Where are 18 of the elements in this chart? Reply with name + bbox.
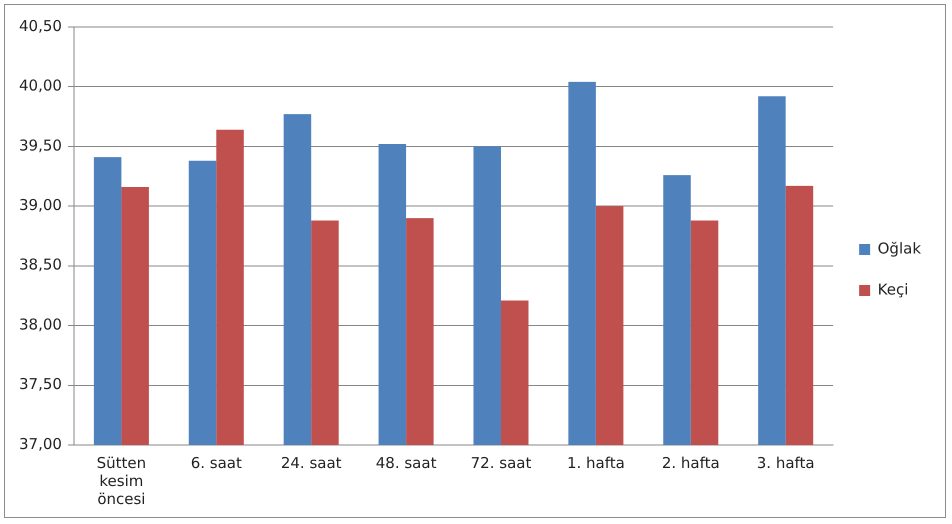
y-tick-label: 37,00 [18, 434, 62, 453]
legend-label: Keçi [878, 280, 908, 298]
y-tick-label: 40,00 [18, 76, 62, 95]
x-tick-label: 1. hafta [566, 454, 625, 472]
x-tick-label: 6. saat [190, 454, 242, 472]
y-tick-label: 40,50 [18, 16, 62, 35]
y-tick-label: 39,50 [18, 136, 62, 154]
y-tick-label: 38,00 [18, 315, 62, 334]
legend-label: Oğlak [878, 239, 922, 258]
x-tick-label: 2. hafta [662, 454, 720, 472]
x-tick-label: Sütten kesim öncesi [96, 454, 146, 508]
y-tick-label: 38,50 [18, 256, 62, 274]
y-tick-label: 37,50 [18, 375, 62, 394]
x-tick-label: 24. saat [280, 454, 342, 472]
x-tick-label: 72. saat [470, 454, 532, 472]
x-tick-label: 3. hafta [756, 454, 815, 472]
x-tick-label: 48. saat [376, 454, 437, 472]
y-tick-label: 39,00 [18, 196, 62, 214]
